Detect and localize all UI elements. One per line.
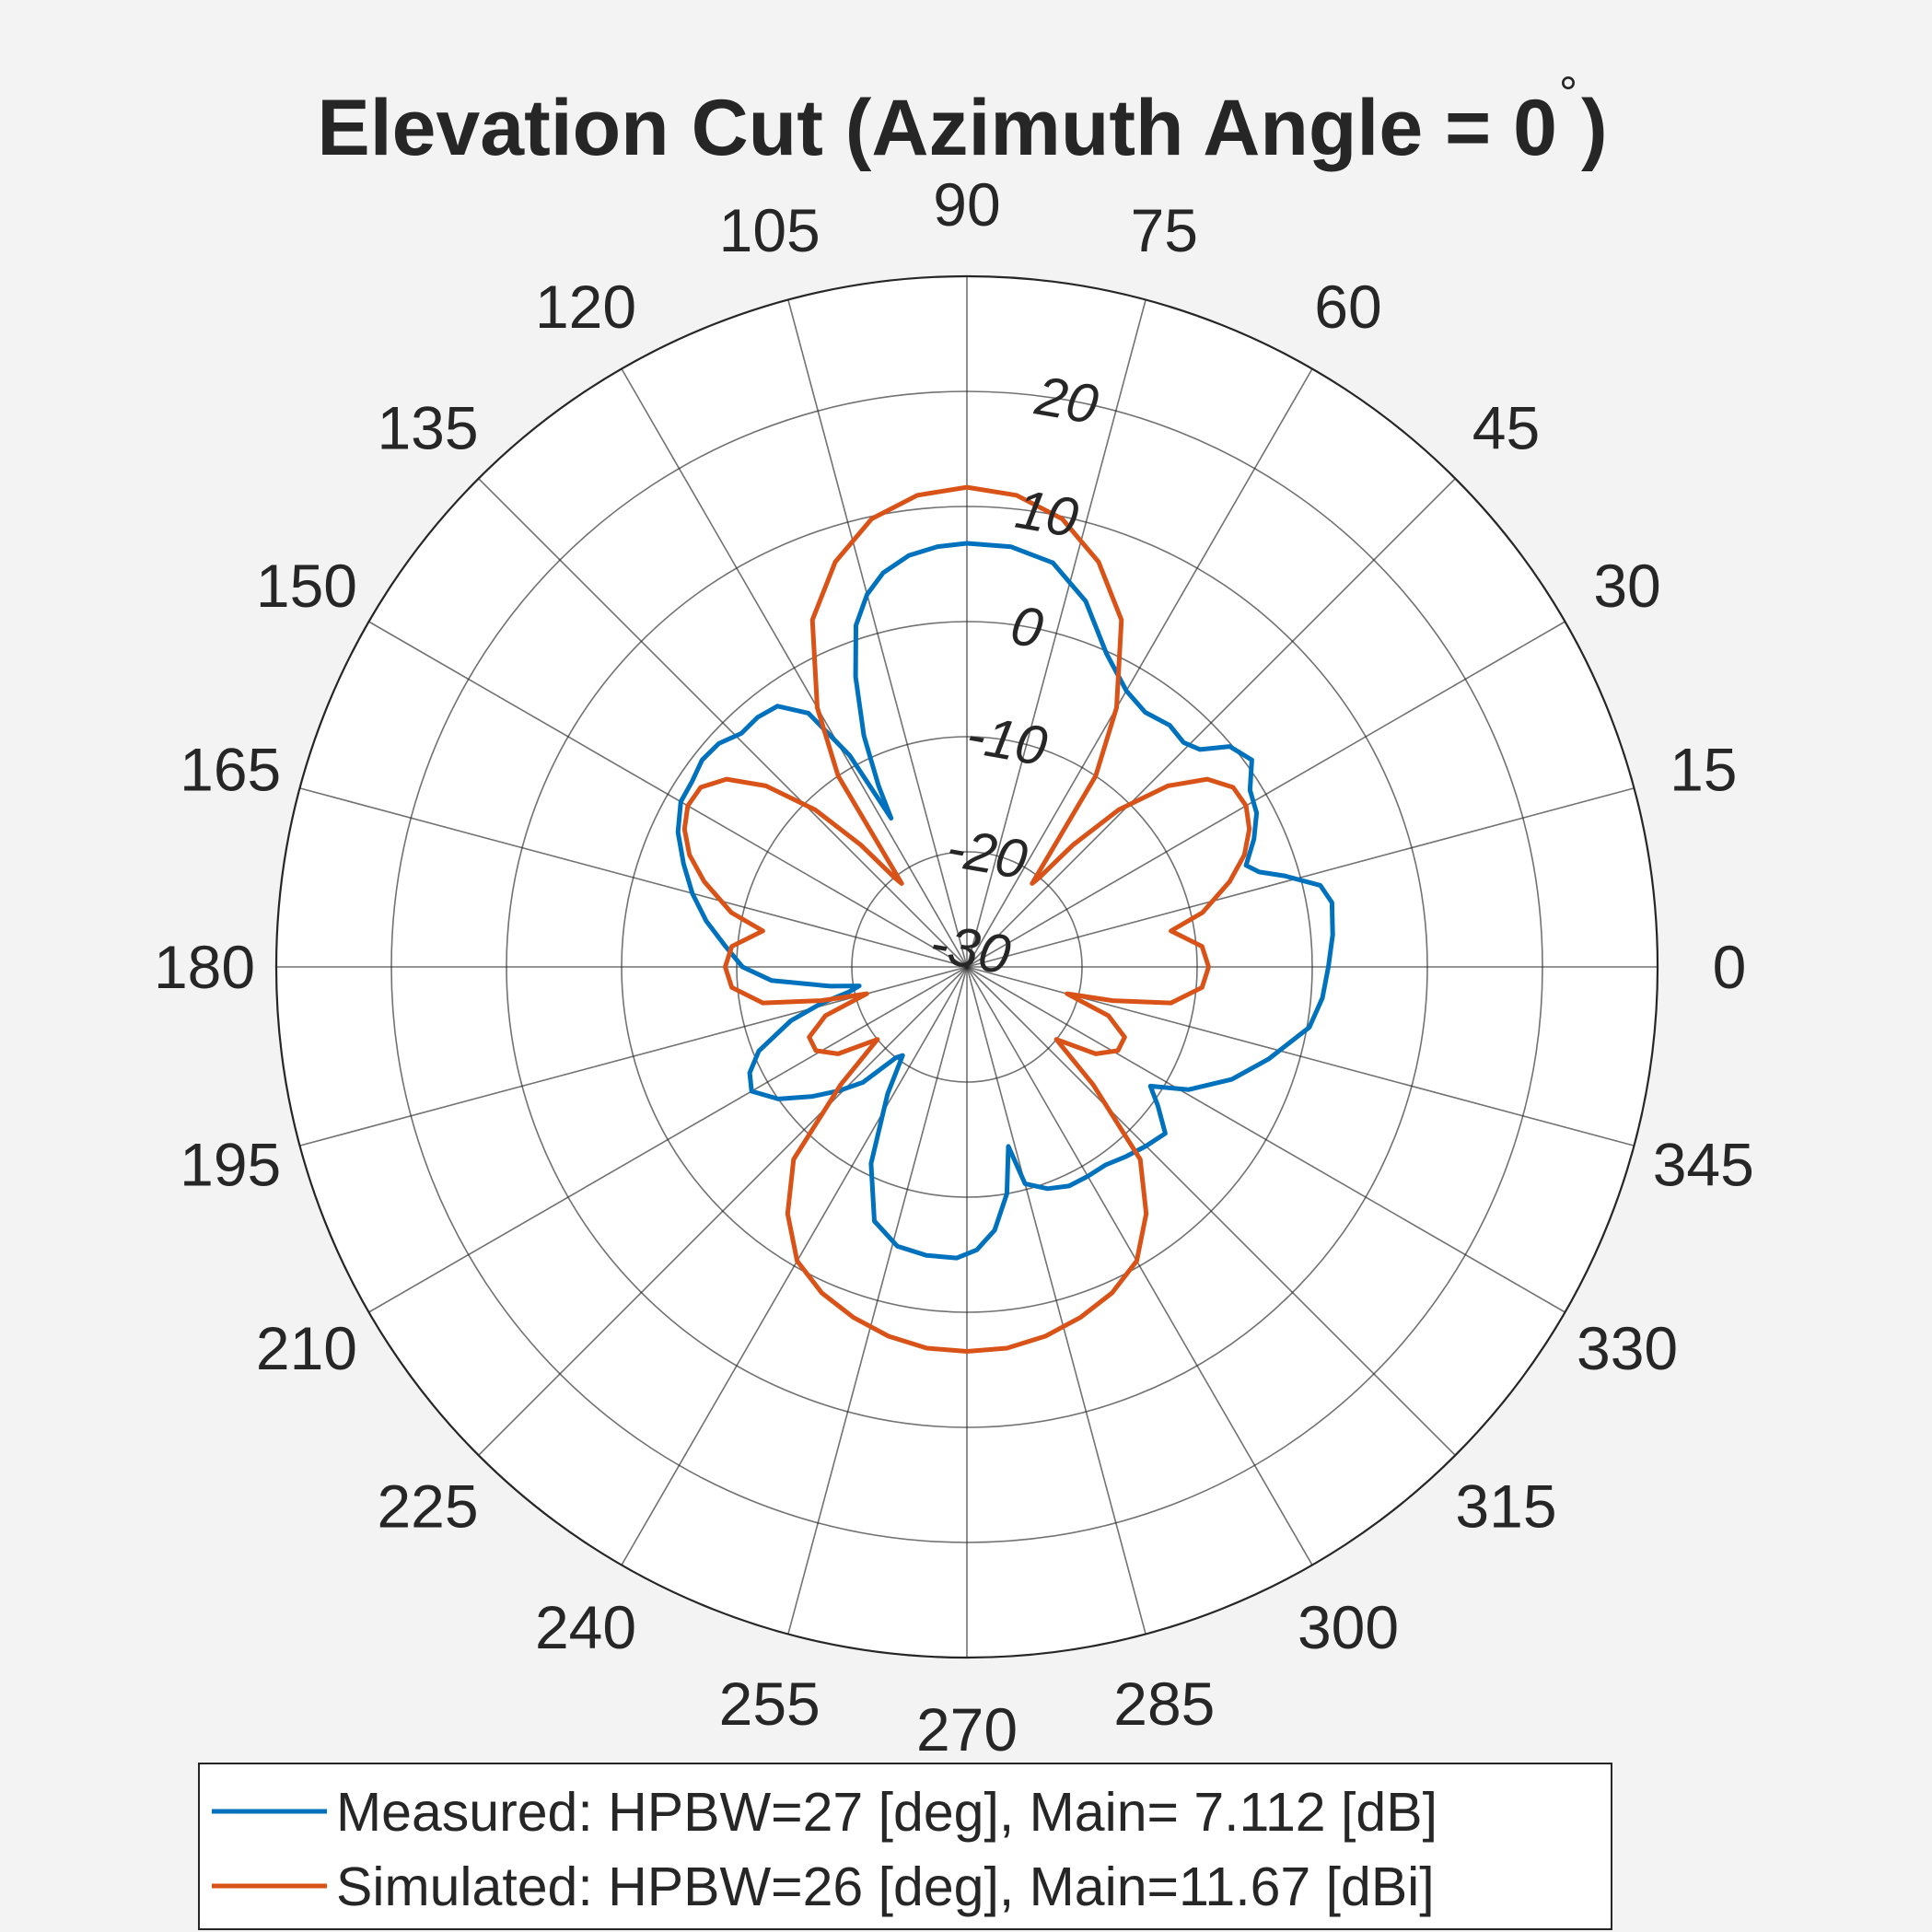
theta-tick-label: 30 xyxy=(1593,552,1660,620)
theta-tick-label: 120 xyxy=(535,273,636,341)
series-line-measured xyxy=(675,541,1335,1261)
grid-spoke xyxy=(966,966,1565,1313)
polar-grid xyxy=(274,274,1659,1659)
theta-tick-label: 240 xyxy=(535,1593,636,1661)
grid-spoke xyxy=(966,787,1635,968)
theta-tick-label: 75 xyxy=(1131,196,1198,264)
r-tick-label: -30 xyxy=(925,912,1015,986)
grid-spoke xyxy=(478,478,968,968)
series-line-simulated xyxy=(681,484,1252,1354)
theta-tick-label: 90 xyxy=(933,170,1000,239)
theta-tick-label: 105 xyxy=(719,196,821,264)
legend-box xyxy=(198,1763,1612,1930)
r-tick-label: 20 xyxy=(1030,365,1102,436)
title-closing-paren: ) xyxy=(1581,84,1608,172)
theta-tick-label: 225 xyxy=(377,1472,478,1540)
grid-spoke xyxy=(966,966,1146,1635)
theta-tick-label: 345 xyxy=(1653,1130,1754,1198)
theta-tick-label: 45 xyxy=(1472,394,1540,462)
grid-spoke xyxy=(966,966,1313,1565)
series-layer xyxy=(675,484,1335,1354)
theta-tick-label: 210 xyxy=(256,1314,357,1382)
theta-tick-label: 285 xyxy=(1113,1670,1215,1738)
legend[interactable]: Measured: HPBW=27 [deg], Main= 7.112 [dB… xyxy=(198,1763,1612,1930)
grid-spoke xyxy=(966,368,1313,968)
theta-tick-label: 255 xyxy=(719,1670,821,1738)
title-degree-symbol: ° xyxy=(1559,67,1577,119)
theta-tick-label: 330 xyxy=(1577,1314,1678,1382)
r-tick-label: -20 xyxy=(942,816,1031,890)
theta-tick-label: 180 xyxy=(154,933,255,1001)
r-tick-label: 10 xyxy=(1011,478,1082,550)
grid-spoke xyxy=(787,299,968,968)
grid-spoke xyxy=(621,368,968,968)
r-tick-label: -10 xyxy=(962,703,1052,777)
grid-spoke xyxy=(478,966,968,1456)
grid-spoke xyxy=(966,299,1146,968)
grid-spoke xyxy=(368,966,968,1313)
grid-spoke xyxy=(966,478,1456,968)
theta-tick-label: 15 xyxy=(1670,736,1737,804)
theta-tick-label: 300 xyxy=(1298,1593,1399,1661)
theta-tick-label: 270 xyxy=(916,1695,1018,1763)
grid-spoke xyxy=(966,966,1456,1456)
theta-tick-label: 150 xyxy=(256,552,357,620)
theta-tick-label: 165 xyxy=(180,736,281,804)
grid-spoke xyxy=(966,621,1565,968)
grid-spoke xyxy=(621,966,968,1565)
theta-tick-label: 315 xyxy=(1455,1472,1556,1540)
theta-tick-label: 60 xyxy=(1314,273,1381,341)
theta-tick-labels: 0 15 30 45 60 75 90 105 120 135 150 165 180 195 210 225… xyxy=(154,170,1754,1763)
theta-tick-label: 195 xyxy=(180,1130,281,1198)
theta-tick-label: 0 xyxy=(1713,933,1747,1001)
theta-tick-label: 135 xyxy=(377,394,478,462)
grid-spoke xyxy=(787,966,968,1635)
legend-label-measured: Measured: HPBW=27 [deg], Main= 7.112 [dB… xyxy=(336,1782,1437,1843)
grid-spoke xyxy=(299,787,968,968)
chart-title: Elevation Cut (Azimuth Angle = 0°) xyxy=(317,67,1607,172)
chart-title-main: Elevation Cut (Azimuth Angle = 0 xyxy=(317,84,1557,172)
grid-spoke xyxy=(368,621,968,968)
legend-label-simulated: Simulated: HPBW=26 [deg], Main=11.67 [dB… xyxy=(336,1856,1435,1917)
